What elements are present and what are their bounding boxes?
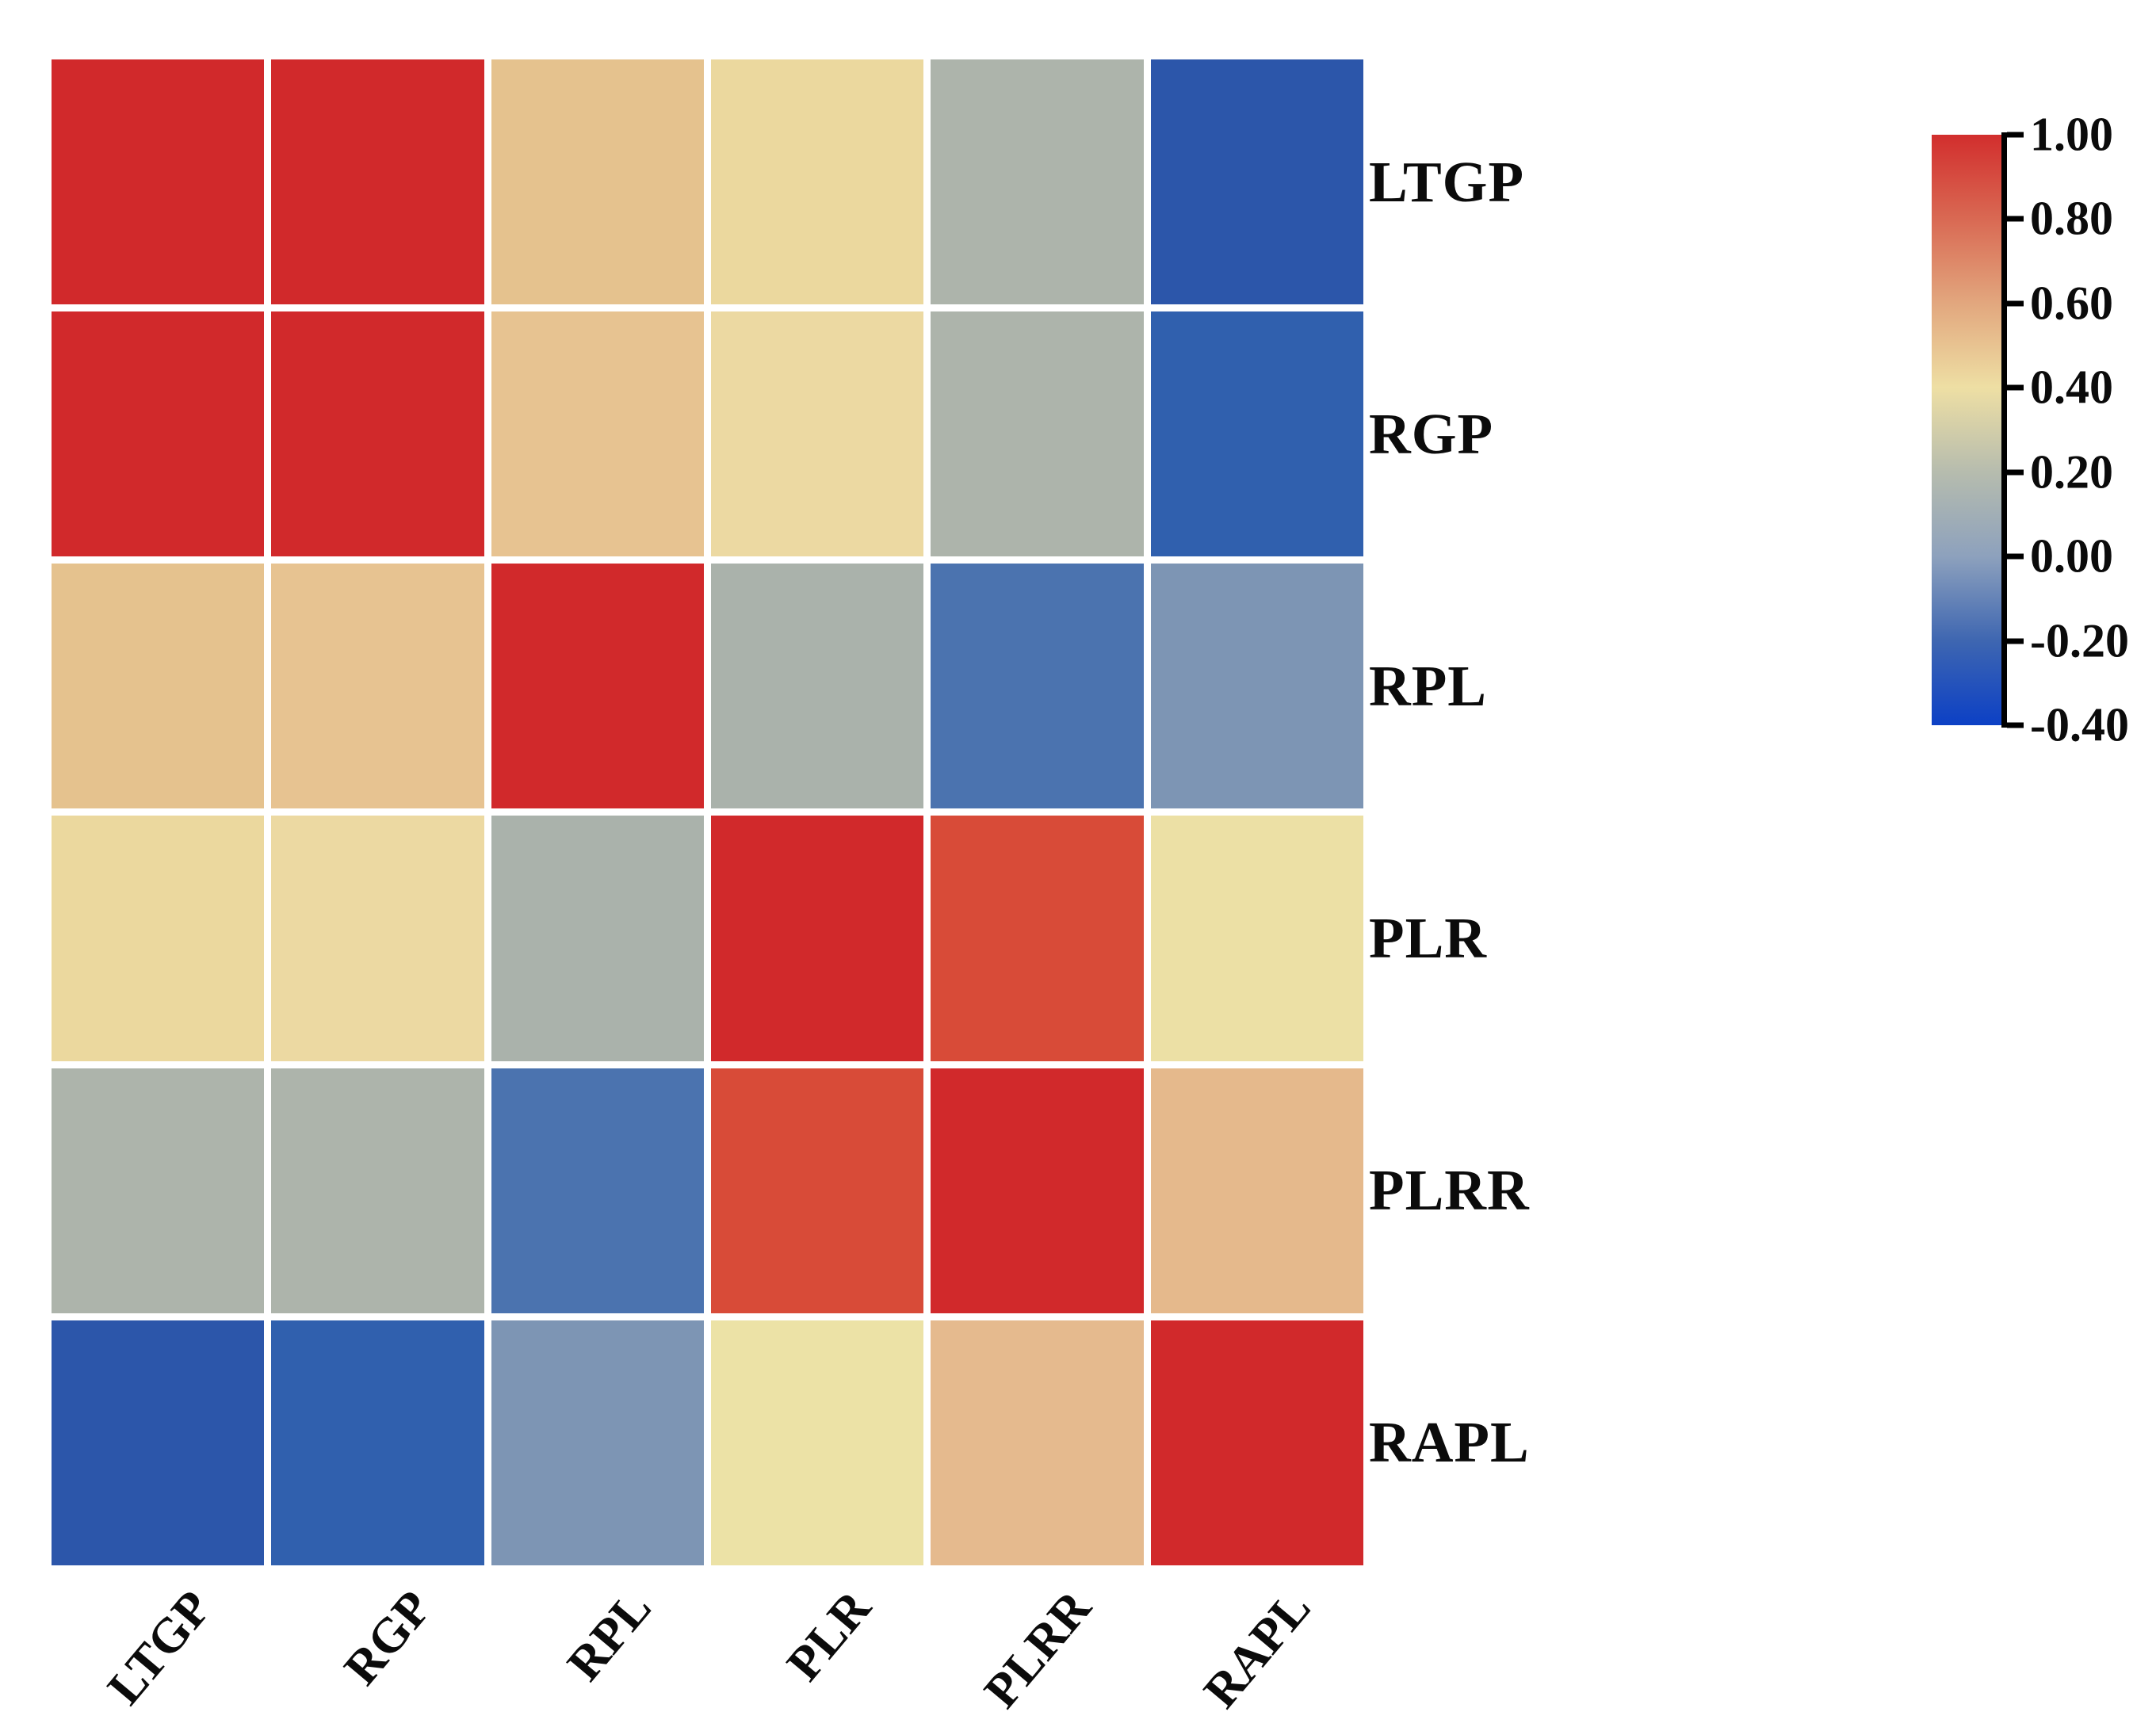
colorbar-tick-label-0.80: 0.80: [2030, 192, 2113, 245]
colorbar-tick-label-0.20: 0.20: [2030, 445, 2113, 499]
heatmap-cell-RAPL-RAPL: [1150, 1320, 1363, 1565]
heatmap-cell-PLRR-RGP: [271, 1068, 484, 1313]
col-label-PLRR: PLRR: [973, 1580, 1102, 1718]
heatmap-cell-RAPL-PLRR: [931, 1320, 1144, 1565]
col-label-RAPL: RAPL: [1194, 1580, 1321, 1718]
heatmap-cell-RPL-LTGP: [52, 564, 265, 809]
heatmap-cell-RPL-PLR: [711, 564, 924, 809]
heatmap-cell-LTGP-RPL: [491, 59, 704, 305]
heatmap-cell-PLRR-RAPL: [1150, 1068, 1363, 1313]
row-label-RAPL: RAPL: [1369, 1410, 1530, 1475]
colorbar-axis-line: [2001, 132, 2007, 728]
colorbar-gradient: [1932, 135, 2001, 725]
colorbar-tick-mark: [2007, 132, 2024, 138]
col-label-RGP: RGP: [334, 1580, 442, 1695]
heatmap-cell-RPL-RAPL: [1150, 564, 1363, 809]
heatmap-cell-PLR-PLRR: [931, 816, 1144, 1061]
heatmap-cell-PLR-RPL: [491, 816, 704, 1061]
heatmap-cell-LTGP-RGP: [271, 59, 484, 305]
heatmap-cell-RGP-LTGP: [52, 311, 265, 557]
heatmap-cell-RPL-PLRR: [931, 564, 1144, 809]
colorbar-tick-mark: [2007, 300, 2024, 307]
row-label-RGP: RGP: [1369, 401, 1494, 466]
heatmap-cell-PLR-LTGP: [52, 816, 265, 1061]
heatmap-cell-RAPL-LTGP: [52, 1320, 265, 1565]
colorbar-tick-label-0.40: 0.40: [2030, 361, 2113, 414]
heatmap-cell-PLR-RGP: [271, 816, 484, 1061]
heatmap-grid: [52, 59, 1363, 1565]
heatmap-cell-PLR-RAPL: [1150, 816, 1363, 1061]
heatmap-cell-RGP-PLR: [711, 311, 924, 557]
row-label-PLRR: PLRR: [1369, 1158, 1530, 1223]
heatmap-cell-RPL-RGP: [271, 564, 484, 809]
row-label-LTGP: LTGP: [1369, 149, 1525, 214]
colorbar-tick-label--0.40: -0.40: [2030, 698, 2129, 751]
colorbar-tick-mark: [2007, 384, 2024, 391]
colorbar-tick-label--0.20: -0.20: [2030, 614, 2129, 667]
heatmap-cell-RPL-RPL: [491, 564, 704, 809]
heatmap-cell-LTGP-PLR: [711, 59, 924, 305]
heatmap-cell-PLRR-LTGP: [52, 1068, 265, 1313]
row-label-RPL: RPL: [1369, 653, 1487, 718]
colorbar-tick-mark: [2007, 638, 2024, 644]
heatmap-cell-LTGP-LTGP: [52, 59, 265, 305]
heatmap-cell-PLRR-PLRR: [931, 1068, 1144, 1313]
heatmap-cell-RAPL-RGP: [271, 1320, 484, 1565]
heatmap-cell-PLR-PLR: [711, 816, 924, 1061]
colorbar-tick-mark: [2007, 722, 2024, 728]
heatmap-cell-RAPL-RPL: [491, 1320, 704, 1565]
colorbar: 1.00 0.80 0.60 0.40 0.20 0.00 -0.20 -0.40: [1932, 109, 2129, 751]
colorbar-tick-mark: [2007, 216, 2024, 222]
col-label-PLR: PLR: [777, 1580, 882, 1691]
heatmap-cell-RGP-RGP: [271, 311, 484, 557]
colorbar-tick-mark: [2007, 553, 2024, 560]
col-label-LTGP: LTGP: [97, 1580, 223, 1715]
heatmap-cell-RGP-PLRR: [931, 311, 1144, 557]
row-label-PLR: PLR: [1369, 906, 1487, 971]
colorbar-tick-mark: [2007, 469, 2024, 476]
heatmap-cell-RAPL-PLR: [711, 1320, 924, 1565]
colorbar-tick-label-1.00: 1.00: [2030, 108, 2113, 161]
col-label-RPL: RPL: [556, 1580, 662, 1691]
heatmap-cell-LTGP-PLRR: [931, 59, 1144, 305]
colorbar-tick-label-0.00: 0.00: [2030, 529, 2113, 583]
heatmap-cell-LTGP-RAPL: [1150, 59, 1363, 305]
heatmap-cell-RGP-RAPL: [1150, 311, 1363, 557]
colorbar-tick-label-0.60: 0.60: [2030, 277, 2113, 330]
heatmap-cell-PLRR-RPL: [491, 1068, 704, 1313]
heatmap-cell-RGP-RPL: [491, 311, 704, 557]
heatmap-cell-PLRR-PLR: [711, 1068, 924, 1313]
